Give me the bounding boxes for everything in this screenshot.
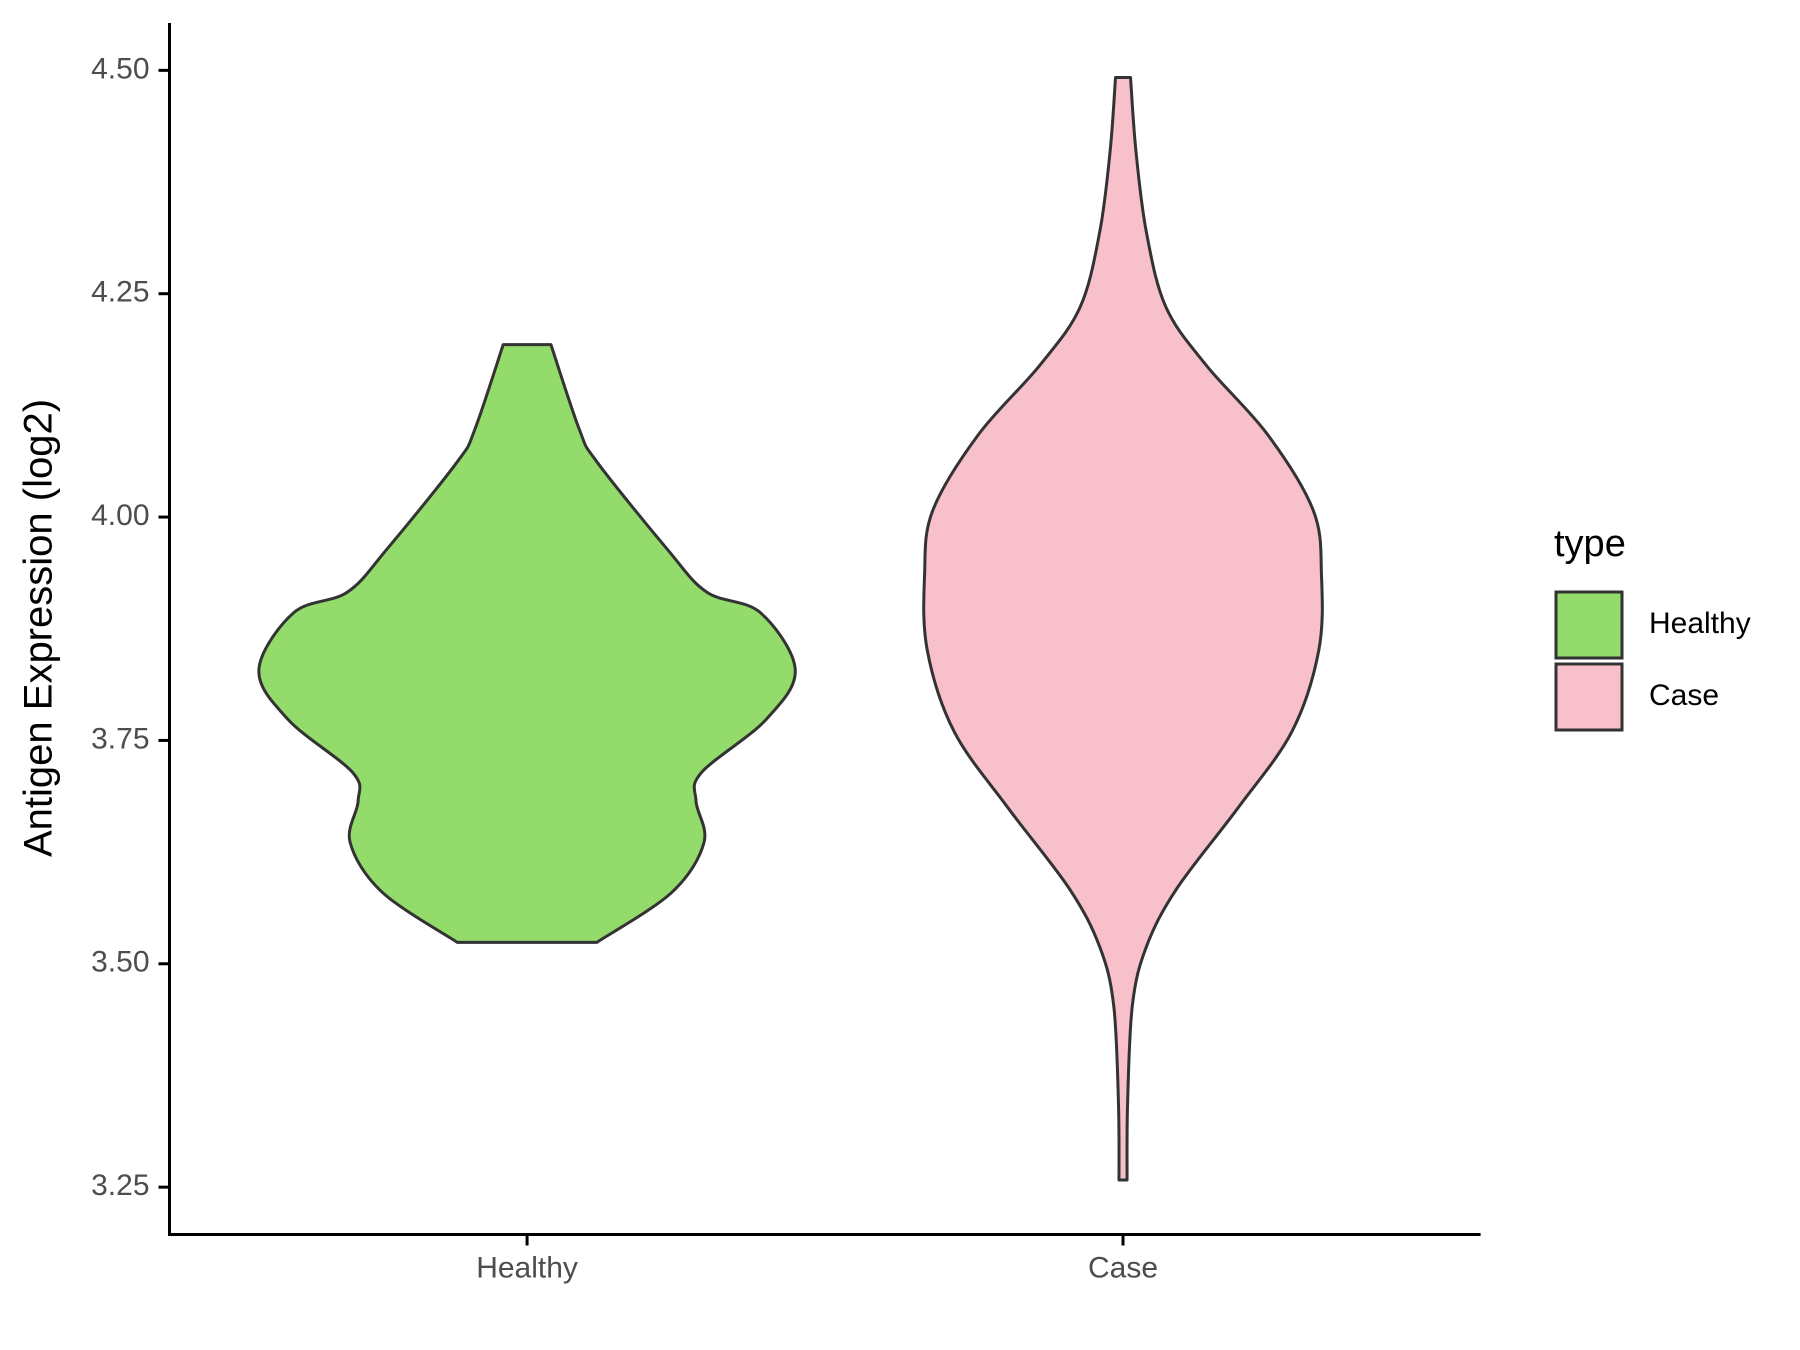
legend-title: type	[1554, 523, 1626, 565]
y-tick-label: 4.50	[91, 52, 149, 85]
y-tick-label: 4.25	[91, 276, 149, 309]
violin	[257, 343, 797, 944]
y-tick-label: 3.50	[91, 946, 149, 979]
y-tick-label: 4.00	[91, 499, 149, 532]
y-tick-label: 3.75	[91, 722, 149, 755]
violin	[922, 75, 1324, 1182]
x-tick-label: Case	[1088, 1251, 1158, 1284]
legend-label: Case	[1649, 679, 1719, 712]
y-axis-title: Antigen Expression (log2)	[17, 399, 61, 857]
legend-key	[1554, 662, 1624, 732]
x-tick-label: Healthy	[476, 1251, 578, 1284]
legend-label: Healthy	[1649, 607, 1751, 640]
legend-key	[1554, 590, 1624, 660]
y-tick-label: 3.25	[91, 1169, 149, 1202]
